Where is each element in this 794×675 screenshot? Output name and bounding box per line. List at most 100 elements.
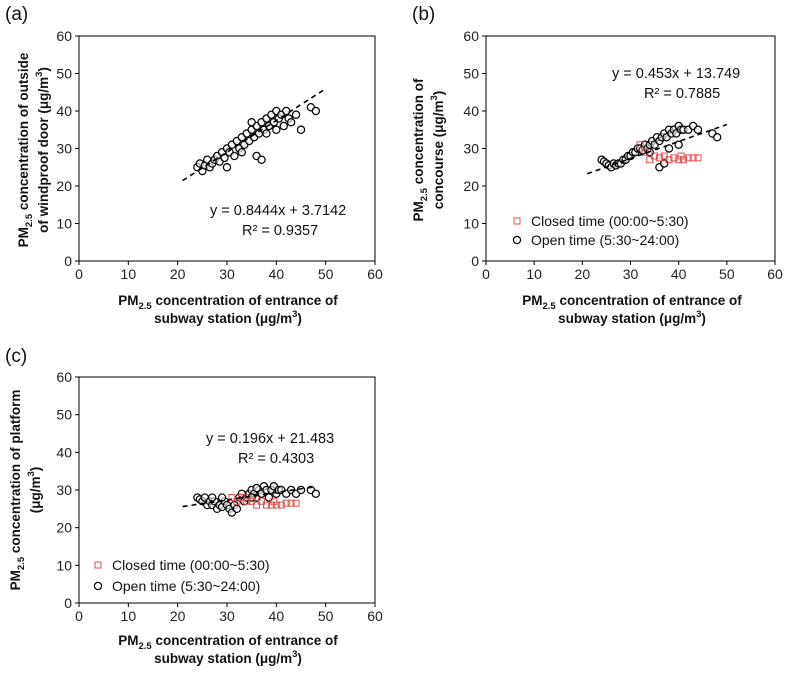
x-tick-label: 40 (269, 266, 285, 282)
x-tick-label: 20 (170, 608, 186, 624)
y-tick-label: 50 (463, 66, 479, 82)
data-point-circle (262, 129, 271, 138)
x-tick-label: 60 (367, 608, 383, 624)
data-point-square (651, 152, 659, 160)
data-point-square (277, 501, 285, 509)
data-point-square (646, 156, 654, 164)
trendline-equation: y = 0.196x + 21.483 (206, 431, 334, 447)
y-tick-label: 10 (56, 216, 72, 232)
trendline-equation: y = 0.453x + 13.749 (612, 66, 740, 82)
data-point-square (689, 154, 697, 162)
y-tick-label: 60 (463, 28, 479, 44)
data-point-circle (257, 155, 266, 164)
x-axis-title: subway station (μg/m3) (558, 309, 706, 326)
legend: Closed time (00:00~5:30) Open time (5:30~… (93, 557, 270, 594)
data-point-circle (237, 148, 246, 157)
panel-c: (c) 0 10 20 30 40 50 60 0 10 20 30 40 50 60 PM2.5 conce… (5, 346, 383, 666)
legend-label: Open time (5:30~24:00) (531, 232, 679, 248)
x-tick-label: 20 (170, 266, 186, 282)
data-point-square (677, 152, 685, 160)
data-point-square (292, 499, 300, 507)
data-point-square (287, 499, 295, 507)
x-tick-label: 0 (75, 608, 83, 624)
trendline-equation: y = 0.8444x + 3.7142 (210, 203, 346, 219)
y-tick-label: 0 (64, 253, 72, 269)
data-point-square (267, 501, 275, 509)
y-axis-title-group: PM2.5 concentration of platform (μg/m3) (8, 390, 43, 591)
panel-label: (c) (5, 346, 27, 367)
data-points (193, 482, 320, 517)
x-tick-label: 40 (671, 266, 687, 282)
y-tick-label: 20 (463, 178, 479, 194)
x-tick-label: 0 (75, 266, 83, 282)
x-axis-title: subway station (μg/m3) (154, 649, 302, 666)
data-point-square (679, 156, 687, 164)
data-point-circle (291, 110, 301, 119)
trendline (586, 123, 728, 175)
legend-label: Open time (5:30~24:00) (112, 578, 260, 594)
data-point-circle (311, 106, 320, 116)
legend-label: Closed time (00:00~5:30) (531, 213, 689, 229)
data-point-square (262, 501, 270, 509)
legend-marker-circle (512, 235, 522, 245)
y-tick-label: 50 (56, 66, 72, 82)
data-point-circle (264, 493, 274, 502)
data-point-square (243, 497, 251, 505)
panel-a: (a) 0 10 20 30 40 50 60 0 10 20 30 40 50 60 PM2.5 conce… (5, 4, 383, 326)
x-axis-title: subway station (μg/m3) (154, 309, 302, 326)
y-tick-label: 30 (463, 141, 479, 157)
data-point-square (248, 497, 256, 505)
data-point-square (258, 497, 266, 505)
data-point-circle (207, 493, 217, 502)
y-tick-label: 60 (56, 369, 72, 385)
data-point-circle (272, 125, 281, 134)
data-points (193, 103, 320, 176)
data-point-square (272, 501, 280, 509)
data-point-square (228, 494, 236, 502)
data-point-circle (311, 489, 320, 498)
data-point-square (636, 141, 644, 149)
panel-label: (a) (5, 4, 28, 25)
data-point-square (670, 154, 678, 162)
r-squared: R² = 0.7885 (644, 86, 720, 102)
x-tick-label: 60 (367, 266, 383, 282)
x-tick-label: 20 (575, 266, 591, 282)
y-tick-label: 10 (463, 216, 479, 232)
data-point-square (694, 154, 702, 162)
y-axis-title: concourse (μg/m3) (429, 91, 446, 210)
y-tick-label: 30 (56, 141, 72, 157)
legend-label: Closed time (00:00~5:30) (112, 557, 270, 573)
x-tick-label: 0 (482, 266, 490, 282)
data-point-square (270, 497, 278, 505)
panel-b: (b) 0 10 20 30 40 50 60 0 10 20 30 40 50 60 PM2.5 conce… (411, 4, 783, 326)
data-point-circle (279, 121, 288, 131)
y-tick-label: 20 (56, 178, 72, 194)
legend-marker-square (513, 217, 521, 225)
y-tick-label: 0 (64, 595, 72, 611)
legend-marker-circle (93, 581, 103, 591)
x-tick-label: 10 (121, 608, 137, 624)
y-axis-title: (μg/m3) (26, 467, 43, 514)
trendline (182, 485, 316, 508)
legend: Closed time (00:00~5:30) Open time (5:30~… (512, 213, 689, 248)
x-tick-label: 30 (219, 266, 235, 282)
x-tick-label: 40 (269, 608, 285, 624)
data-points (597, 121, 722, 172)
data-point-square (675, 156, 683, 164)
data-point-circle (693, 125, 703, 134)
data-point-square (665, 156, 673, 164)
x-tick-label: 30 (219, 608, 235, 624)
y-tick-label: 20 (56, 520, 72, 536)
x-tick-label: 30 (623, 266, 639, 282)
y-tick-label: 40 (463, 103, 479, 119)
x-axis-title: PM2.5 concentration of entrance of (118, 633, 338, 652)
r-squared: R² = 0.9357 (242, 223, 318, 239)
x-tick-label: 50 (318, 266, 334, 282)
data-point-circle (296, 125, 306, 134)
x-tick-label: 60 (767, 266, 783, 282)
panel-label: (b) (412, 4, 435, 25)
y-axis-title-group: PM2.5 concentration of outside of windpro… (16, 52, 51, 247)
data-point-circle (286, 118, 296, 127)
y-tick-label: 60 (56, 28, 72, 44)
